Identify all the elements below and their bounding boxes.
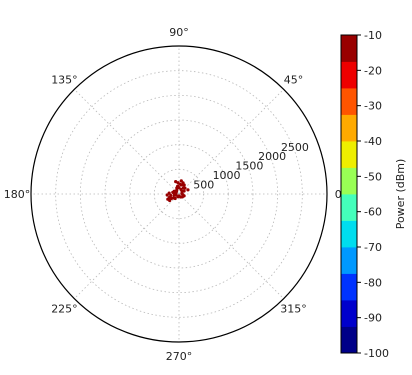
- data-point: [186, 188, 190, 192]
- colorbar-band: [341, 194, 357, 221]
- theta-tick-labels: 0°45°90°135°180°225°270°315°: [4, 26, 348, 363]
- data-point: [174, 189, 179, 194]
- data-point: [179, 179, 183, 183]
- colorbar-tick-label: -70: [364, 241, 382, 254]
- colorbar-bands: [341, 35, 357, 354]
- colorbar-band: [341, 141, 357, 168]
- data-point: [177, 185, 181, 190]
- data-point: [179, 187, 183, 192]
- theta-tick-label: 90°: [169, 26, 189, 39]
- data-point: [173, 196, 177, 201]
- angular-gridline: [74, 89, 180, 195]
- radial-gridline: [104, 119, 254, 269]
- colorbar-ticks: -10 -20 -30 -40 -50 -60 -70 -80 -90 -100: [357, 29, 389, 360]
- colorbar-tick-label: -90: [364, 312, 382, 325]
- data-point: [167, 191, 171, 195]
- colorbar-band: [341, 247, 357, 274]
- colorbar-tick-label: -20: [364, 64, 382, 77]
- colorbar-frame: [340, 34, 358, 354]
- colorbar-tick-label: -30: [364, 100, 382, 113]
- colorbar: -10 -20 -30 -40 -50 -60 -70 -80 -90 -100 Power (d…: [340, 29, 407, 360]
- radial-tick-label: 500: [193, 179, 214, 192]
- radial-tick-label: 1500: [235, 160, 263, 173]
- radial-tick-label: 1000: [213, 169, 241, 182]
- colorbar-label: Power (dBm): [394, 159, 407, 230]
- angular-gridline: [178, 89, 284, 195]
- colorbar-band: [341, 114, 357, 142]
- radial-gridline: [79, 94, 279, 294]
- colorbar-band: [341, 167, 357, 195]
- colorbar-tick-label: -10: [364, 29, 382, 42]
- colorbar-tick-label: -80: [364, 276, 382, 289]
- angular-gridline: [74, 193, 180, 299]
- data-point: [168, 198, 172, 203]
- colorbar-band: [341, 61, 357, 89]
- theta-tick-label: 225°: [51, 303, 78, 316]
- colorbar-band: [341, 35, 357, 62]
- data-points: [165, 179, 190, 203]
- data-point: [174, 180, 178, 184]
- radial-tick-label: 2000: [258, 150, 286, 163]
- theta-tick-label: 315°: [280, 303, 307, 316]
- angular-gridline: [178, 193, 284, 299]
- theta-tick-label: 270°: [166, 350, 193, 363]
- theta-tick-label: 45°: [284, 73, 304, 86]
- colorbar-band: [341, 88, 357, 115]
- radial-tick-label: 2500: [281, 141, 309, 154]
- colorbar-tick-label: -100: [364, 347, 389, 360]
- colorbar-band: [341, 220, 357, 248]
- colorbar-tick-label: -60: [364, 206, 382, 219]
- colorbar-tick-label: -50: [364, 170, 382, 183]
- theta-tick-label: 135°: [51, 73, 78, 86]
- theta-tick-label: 180°: [4, 188, 31, 201]
- colorbar-band: [341, 300, 357, 327]
- colorbar-band: [341, 326, 357, 354]
- polar-frame: [30, 45, 328, 343]
- colorbar-band: [341, 273, 357, 301]
- data-point: [174, 193, 178, 197]
- radial-gridline: [55, 70, 303, 318]
- colorbar-tick-label: -40: [364, 135, 382, 148]
- polar-grid: [30, 45, 328, 343]
